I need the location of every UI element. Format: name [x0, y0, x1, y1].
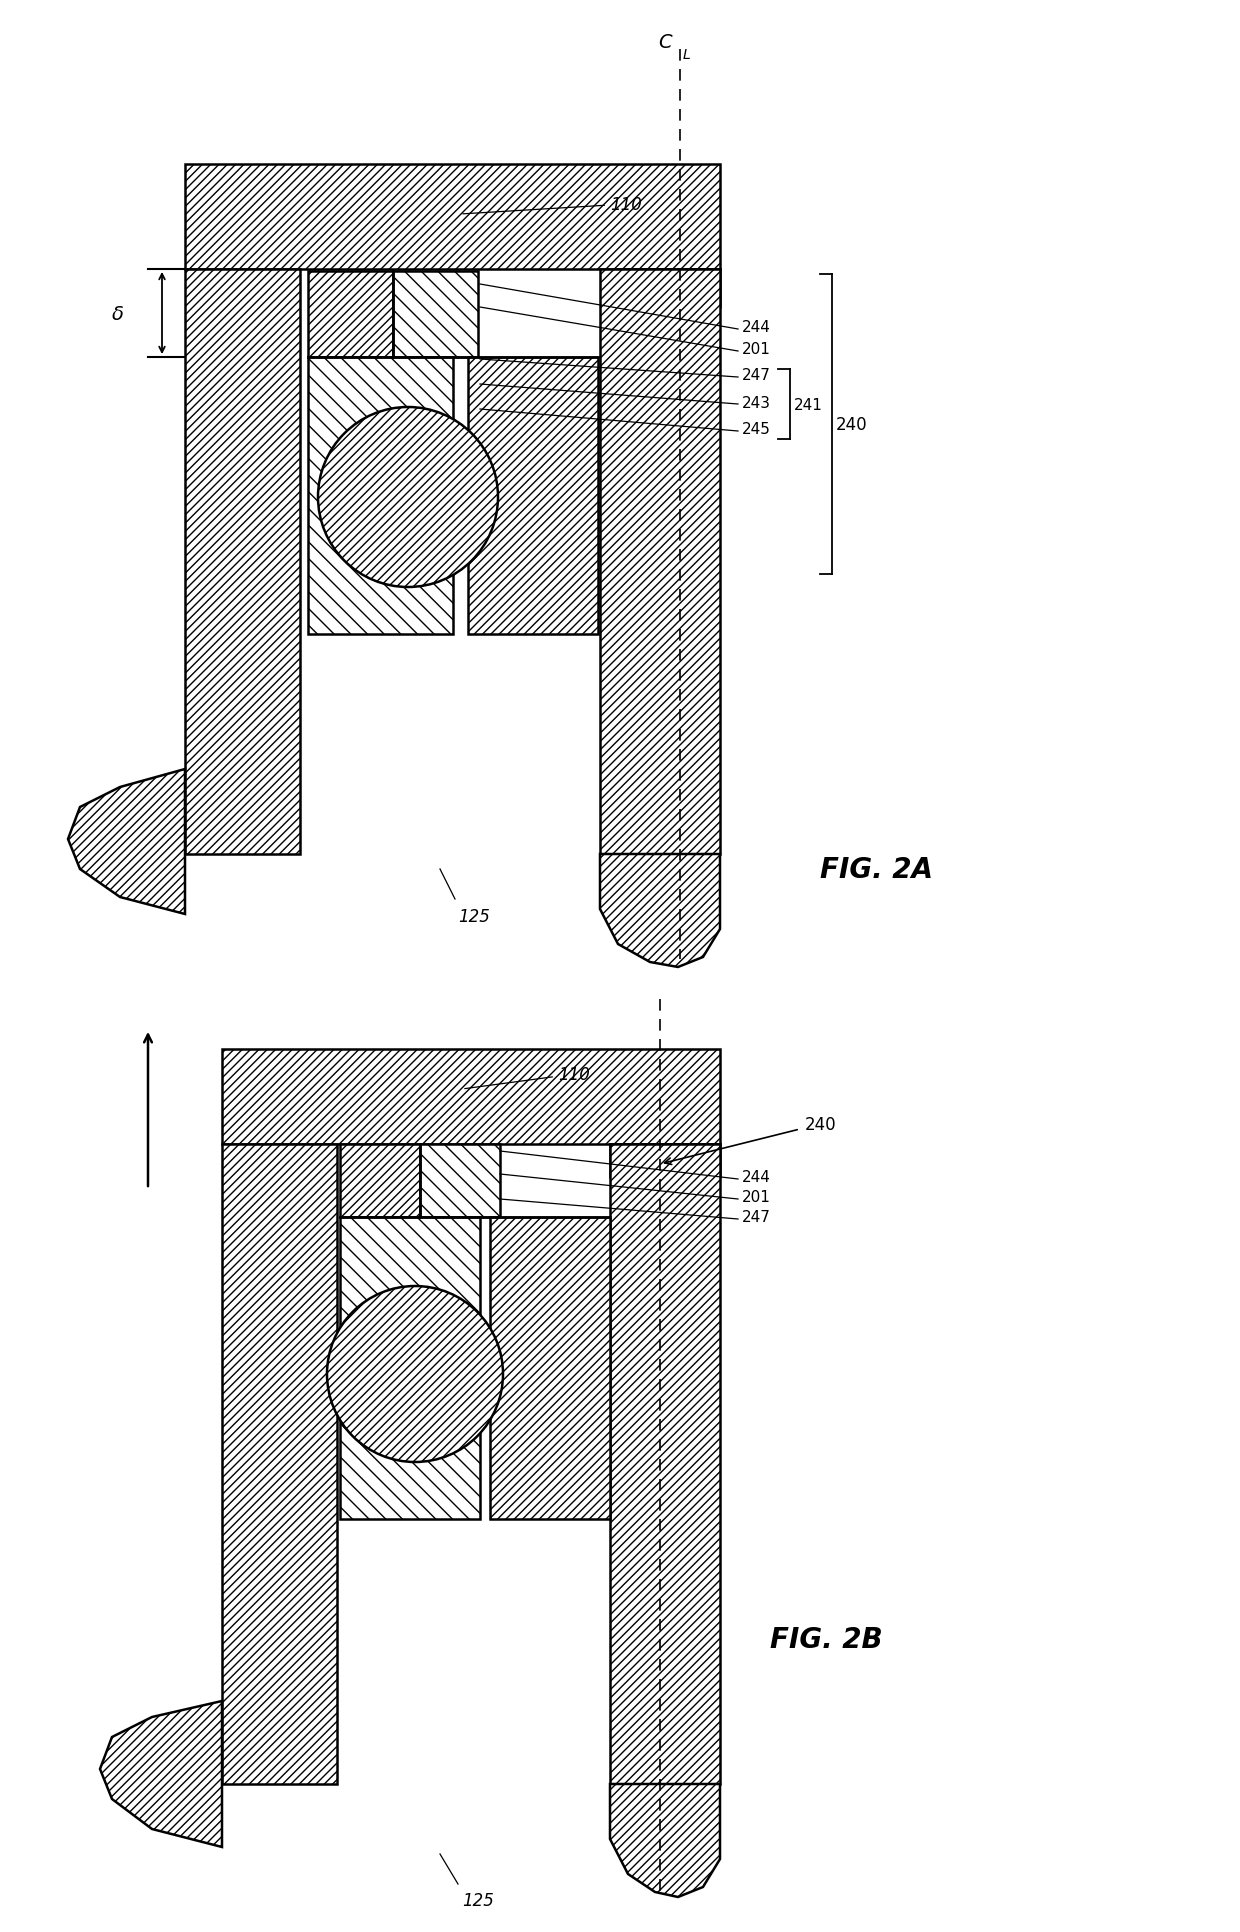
- Bar: [340, 1144, 420, 1217]
- Text: 245: 245: [742, 423, 771, 437]
- Text: 240: 240: [836, 415, 868, 435]
- Text: L: L: [683, 48, 691, 62]
- Text: 125: 125: [458, 908, 490, 925]
- Bar: [490, 1217, 610, 1519]
- Circle shape: [327, 1287, 503, 1463]
- Text: C: C: [658, 33, 672, 52]
- Text: 244: 244: [742, 321, 771, 336]
- Bar: [618, 270, 720, 307]
- Text: 110: 110: [465, 1065, 590, 1090]
- Polygon shape: [610, 1783, 720, 1897]
- Polygon shape: [600, 854, 720, 968]
- Bar: [610, 1144, 720, 1177]
- Bar: [222, 1049, 720, 1144]
- Text: δ: δ: [112, 305, 124, 323]
- Bar: [393, 272, 477, 357]
- Text: 240: 240: [805, 1115, 837, 1134]
- Polygon shape: [100, 1700, 222, 1847]
- Bar: [467, 357, 598, 636]
- Text: 201: 201: [742, 342, 771, 357]
- Text: 110: 110: [463, 195, 642, 214]
- Bar: [610, 1144, 720, 1783]
- Bar: [222, 1144, 337, 1783]
- Bar: [185, 164, 720, 270]
- Bar: [340, 1217, 480, 1519]
- Text: FIG. 2A: FIG. 2A: [820, 856, 932, 883]
- Text: 241: 241: [794, 398, 823, 412]
- Bar: [420, 1144, 500, 1217]
- Bar: [308, 357, 453, 636]
- Text: FIG. 2B: FIG. 2B: [770, 1625, 883, 1654]
- Bar: [308, 272, 393, 357]
- Text: 125: 125: [463, 1891, 494, 1909]
- Text: 247: 247: [742, 1209, 771, 1225]
- Polygon shape: [68, 769, 185, 914]
- Circle shape: [317, 408, 498, 587]
- Text: 201: 201: [742, 1190, 771, 1206]
- Text: 243: 243: [742, 396, 771, 410]
- Text: 247: 247: [742, 369, 771, 383]
- Text: 244: 244: [742, 1171, 771, 1184]
- Bar: [185, 270, 300, 854]
- Bar: [600, 270, 720, 854]
